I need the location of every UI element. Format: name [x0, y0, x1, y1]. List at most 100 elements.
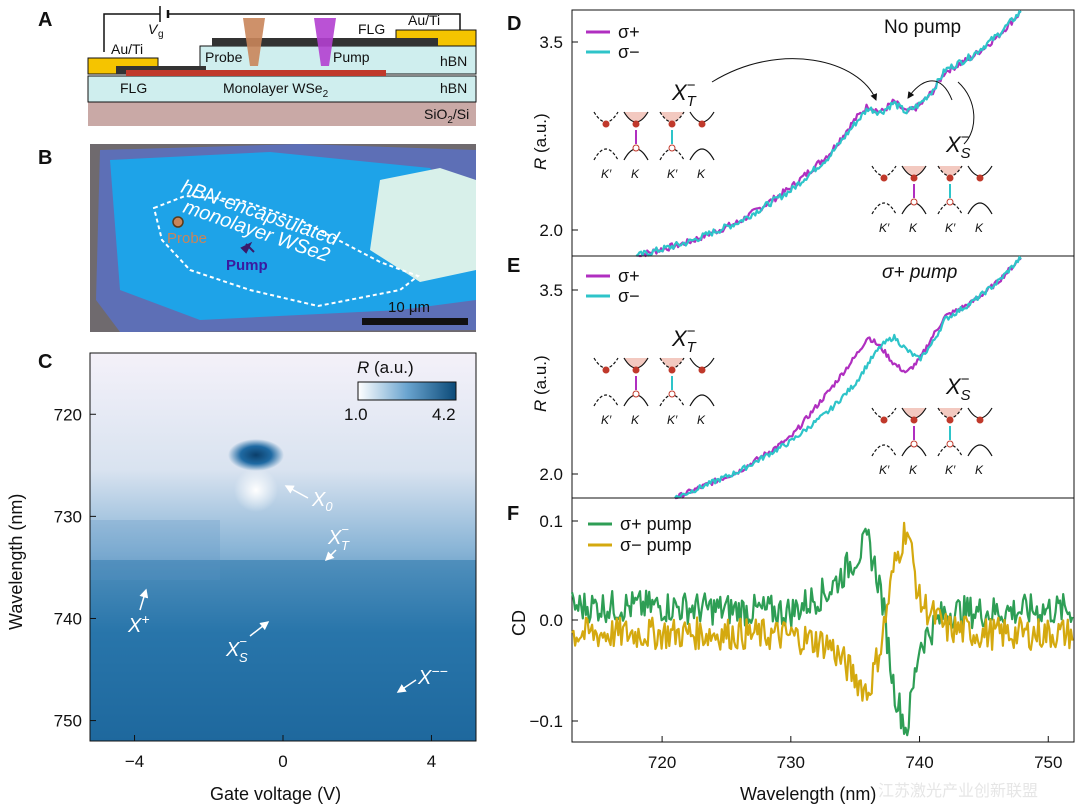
valence-band — [593, 148, 619, 161]
xplus-annotation: X+ — [127, 611, 150, 637]
panel-f-ytick-zero: 0.0 — [539, 611, 563, 630]
heatmap-ticks: −4 0 4 720 730 740 750 — [54, 405, 437, 771]
panel-e-ylabel: R (a.u.) — [531, 355, 550, 412]
electron-dot — [910, 416, 918, 424]
legend-d-minus: σ− — [618, 42, 640, 62]
heatmap-ytick-label: 750 — [54, 712, 82, 731]
panel-f-ylabel: CD — [509, 610, 529, 636]
xmm-arrow — [396, 679, 417, 693]
valley-label: K′ — [601, 413, 612, 427]
panel-f-ytick-neg: −0.1 — [529, 712, 563, 731]
probe-beam — [243, 18, 265, 66]
wse2-label: Monolayer WSe2 — [223, 80, 329, 100]
xs-arrow — [249, 621, 270, 637]
heatmap-ytick-label: 720 — [54, 405, 82, 424]
valley-label: K′ — [879, 463, 890, 477]
panel-e-xs-label: X− S — [945, 371, 970, 404]
valley-label: K′ — [667, 413, 678, 427]
monolayer-outline — [152, 194, 421, 308]
hbn-bottom-layer — [87, 75, 477, 103]
valence-band — [967, 202, 993, 215]
electron-dot — [880, 416, 888, 424]
wse2-monolayer — [126, 70, 386, 76]
pump-spot-label: Pump — [226, 257, 268, 274]
x-plus-band — [90, 520, 220, 580]
panel-d-frame — [571, 9, 1075, 257]
panel-a: A V g Au/Ti Au/Ti FLG Probe Pump hBN FLG… — [38, 6, 477, 126]
panel-c-label: C — [38, 351, 52, 373]
hbn-top-label: hBN — [440, 53, 467, 69]
electron-dot — [976, 416, 984, 424]
colorbar-max: 4.2 — [432, 405, 456, 424]
xs-annotation: X− S — [225, 634, 248, 665]
electron-dot — [602, 120, 610, 128]
panel-e-valley-diagram-trion: K′ K K′ K — [593, 357, 715, 427]
electron-dot — [602, 366, 610, 374]
heatmap-lower-band — [90, 560, 476, 741]
valley-label: K — [631, 167, 640, 181]
vg-subscript: g — [158, 29, 164, 40]
panel-e-label: E — [507, 255, 520, 277]
panel-d-ytick-35: 3.5 — [539, 33, 563, 52]
panel-d-valley-diagram-trion: K′ K K′ K — [593, 111, 715, 181]
electron-dot — [668, 120, 676, 128]
heatmap-ytick-label: 740 — [54, 609, 82, 628]
x0-resonance — [228, 439, 284, 471]
valence-band — [689, 148, 715, 161]
panel-d-label: D — [507, 13, 521, 35]
valence-band — [871, 444, 897, 457]
x0-annotation: X0 — [311, 489, 333, 514]
valence-band — [967, 444, 993, 457]
hole-dot — [668, 144, 676, 152]
electron-dot — [632, 120, 640, 128]
hole-dot — [946, 198, 954, 206]
watermark: 江苏激光产业创新联盟 — [878, 782, 1038, 800]
au-ti-right-label: Au/Ti — [408, 12, 440, 28]
valley-label: K — [975, 221, 984, 235]
valley-label: K — [909, 463, 918, 477]
valley-label: K — [697, 413, 706, 427]
panel-f-xtick-label: 720 — [648, 753, 676, 772]
valence-band — [593, 394, 619, 407]
heatmap-xtick-label: 4 — [427, 752, 436, 771]
panel-e-valley-diagram-singlet: K′ K K′ K — [871, 407, 993, 477]
flg-top-label: FLG — [358, 21, 385, 37]
panel-e-series — [674, 255, 1022, 500]
scalebar-label: 10 μm — [388, 299, 430, 316]
flg-bottom-label: FLG — [120, 80, 147, 96]
panel-d-ytick-20: 2.0 — [539, 221, 563, 240]
panel-d-xt-label: X− T — [671, 77, 697, 110]
valley-label: K′ — [667, 167, 678, 181]
x0-bright-region — [234, 468, 278, 512]
valley-label: K′ — [879, 221, 890, 235]
panel-f-xtick-label: 730 — [777, 753, 805, 772]
electron-dot — [698, 366, 706, 374]
valley-label: K — [909, 221, 918, 235]
heatmap-ylabel: Wavelength (nm) — [6, 494, 26, 630]
panel-e: E σ+ pump σ+ σ− X− T X− S K′ K K′ K K′ K K′ K 3.… — [507, 255, 1075, 500]
panel-f-label: F — [507, 503, 519, 525]
pump-spot — [240, 241, 255, 254]
panel-d: D No pump σ+ σ− X− T X− S K′ K K′ K K′ K K′ K 3.… — [507, 9, 1075, 258]
thick-hbn-region — [370, 168, 476, 282]
panel-b-label: B — [38, 147, 52, 169]
panel-e-frame — [571, 255, 1075, 499]
electron-dot — [698, 120, 706, 128]
series-line-1 — [571, 521, 1074, 702]
au-ti-left-label: Au/Ti — [111, 41, 143, 57]
colorbar-min: 1.0 — [344, 405, 368, 424]
panel-d-ylabel: R (a.u.) — [531, 113, 550, 170]
electron-dot — [910, 174, 918, 182]
x0-arrow — [284, 485, 309, 499]
panel-a-label: A — [38, 9, 52, 31]
legend-d-plus: σ+ — [618, 22, 640, 42]
hole-dot — [668, 390, 676, 398]
panel-e-ytick-20: 2.0 — [539, 465, 563, 484]
panel-e-ytick-35: 3.5 — [539, 281, 563, 300]
xmm-annotation: X−− — [417, 663, 448, 689]
hole-dot — [632, 144, 640, 152]
panel-d-title: No pump — [884, 17, 961, 38]
valley-label: K′ — [945, 463, 956, 477]
valence-band — [871, 202, 897, 215]
